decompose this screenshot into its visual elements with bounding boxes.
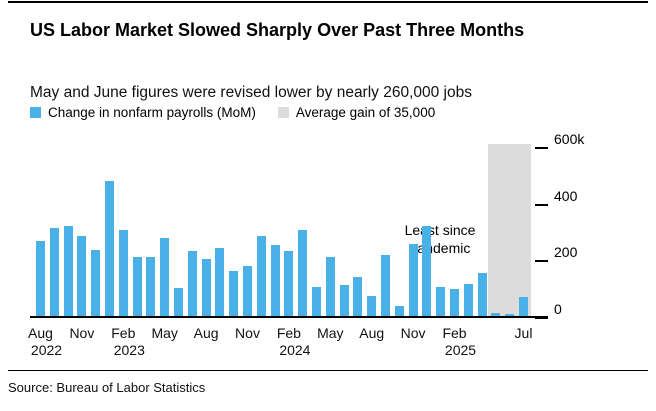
bar — [284, 251, 294, 318]
x-tick-label: Feb — [442, 325, 467, 341]
y-tick-dash — [535, 260, 548, 263]
x-tick-label: Nov — [400, 325, 426, 341]
bar — [132, 256, 142, 318]
bar — [270, 245, 280, 318]
bar — [146, 256, 156, 318]
bar — [215, 248, 225, 318]
chart-title: US Labor Market Slowed Sharply Over Past… — [30, 20, 525, 41]
x-tick-label: Nov — [235, 325, 260, 341]
x-tick-year: 2024 — [279, 342, 311, 358]
x-tick-label: Aug — [359, 325, 385, 341]
y-tick-dash — [535, 317, 548, 319]
bar — [422, 226, 432, 318]
x-tick-year: 2022 — [30, 342, 63, 358]
bar — [394, 305, 404, 318]
y-tick-label: 600k — [554, 131, 585, 147]
bar — [408, 244, 418, 318]
bar — [174, 288, 183, 318]
chart-subtitle: May and June figures were revised lower … — [30, 83, 472, 101]
plot-area: Least since pandemic 0 200 400 600k Aug 2022 N… — [28, 131, 650, 358]
legend-swatch-blue — [30, 107, 41, 118]
bar — [381, 254, 390, 318]
x-axis-line — [30, 316, 548, 318]
x-tick-label: Jul — [514, 325, 533, 341]
bar — [49, 227, 59, 318]
highlight-band-average-gain — [488, 144, 531, 318]
legend-label-average: Average gain of 35,000 — [295, 105, 436, 120]
legend-swatch-gray — [277, 107, 289, 118]
source-credit: Source: Bureau of Labor Statistics — [8, 380, 206, 395]
y-tick-label: 200 — [554, 244, 578, 261]
x-tick-label: Aug — [193, 325, 219, 341]
bar — [339, 284, 349, 318]
bar — [187, 251, 197, 318]
bar — [353, 277, 363, 318]
y-tick-dash — [535, 147, 548, 149]
bar — [160, 238, 170, 318]
bar — [91, 250, 101, 318]
bar — [63, 226, 73, 318]
legend: Change in nonfarm payrolls (MoM) Average… — [30, 105, 435, 120]
bottom-rule — [8, 370, 648, 371]
bar — [325, 256, 335, 318]
y-tick-label: 0 — [554, 301, 562, 317]
bar — [463, 284, 473, 318]
y-tick-label: 400 — [554, 187, 578, 204]
bar — [105, 181, 114, 318]
bar — [312, 287, 321, 318]
x-tick-label: May — [151, 325, 178, 341]
legend-label-payrolls: Change in nonfarm payrolls (MoM) — [48, 105, 256, 120]
y-tick-dash — [535, 203, 548, 206]
bar — [118, 229, 128, 318]
bar — [491, 312, 501, 318]
bar — [201, 258, 211, 318]
x-tick-label: Aug — [28, 325, 53, 341]
bar — [367, 295, 377, 318]
x-tick-year: 2025 — [444, 342, 477, 358]
bar — [450, 289, 459, 318]
bar — [298, 230, 308, 318]
x-tick-label: Feb — [276, 325, 301, 341]
x-tick-label: Nov — [69, 325, 95, 341]
x-tick-label: Feb — [111, 325, 136, 341]
bar — [77, 235, 87, 318]
bar — [256, 235, 266, 318]
bar — [243, 266, 252, 318]
legend-item-average: Average gain of 35,000 — [277, 105, 436, 120]
bar — [229, 271, 239, 318]
top-rule — [8, 1, 648, 3]
x-tick-year: 2023 — [113, 342, 145, 358]
legend-item-payrolls: Change in nonfarm payrolls (MoM) — [30, 105, 256, 120]
x-tick-label: May — [317, 325, 344, 341]
bar — [519, 297, 528, 318]
bar — [436, 286, 446, 318]
bar — [36, 241, 45, 318]
bar — [477, 273, 487, 318]
